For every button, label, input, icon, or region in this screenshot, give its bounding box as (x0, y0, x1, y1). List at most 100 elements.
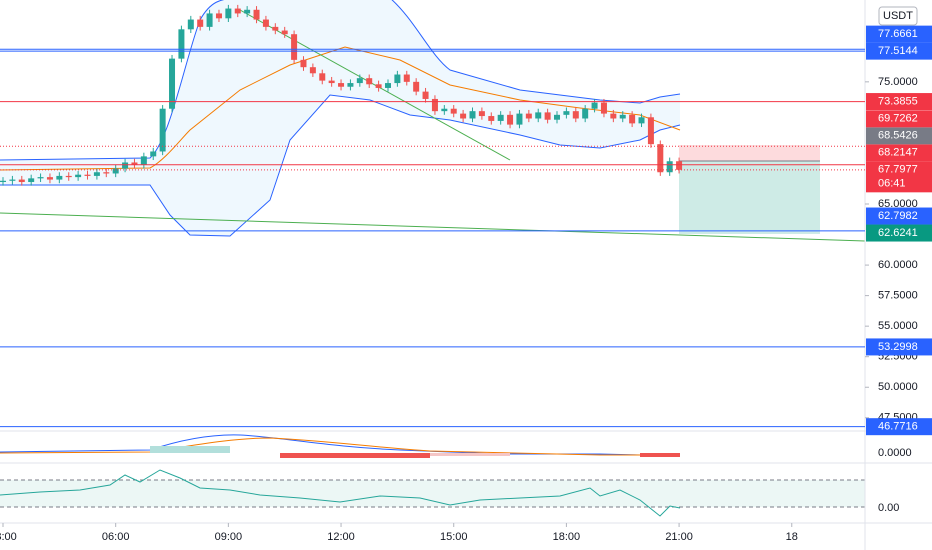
candle-body (140, 156, 147, 165)
y-tick-label: 60.0000 (878, 259, 918, 271)
bollinger-band (0, 0, 680, 236)
x-tick-label: 03:00 (0, 531, 17, 543)
candle-body (629, 114, 636, 124)
candle-body (403, 74, 410, 82)
candle-body (563, 111, 570, 115)
candle-body (460, 113, 467, 119)
candle-body (197, 19, 204, 27)
x-tick-label: 12:00 (327, 531, 355, 543)
price-label: 53.2998 (878, 341, 918, 353)
price-label: 67.7977 (878, 164, 918, 176)
price-label: 68.5426 (878, 130, 918, 142)
candle-body (122, 162, 129, 169)
candle-body (347, 83, 354, 87)
price-label-box (866, 42, 932, 60)
candle-body (478, 111, 485, 117)
price-label: 77.5144 (878, 45, 918, 57)
pane-tick-label: 0.0000 (878, 447, 912, 459)
macd-line (0, 434, 681, 457)
price-label: 77.6661 (878, 28, 918, 40)
price-label: 73.3855 (878, 95, 918, 107)
candle-body (272, 26, 279, 31)
price-label-box (866, 93, 932, 111)
price-label-box (866, 25, 932, 43)
candle-body (394, 74, 401, 84)
candle-body (516, 113, 523, 125)
candle-body (262, 19, 269, 27)
candle-body (507, 114, 514, 125)
candle-body (225, 8, 232, 19)
candle-body (9, 179, 16, 181)
candle-body (431, 98, 438, 112)
candle-body (159, 108, 166, 152)
candle-body (84, 174, 91, 176)
candle-body (441, 108, 448, 112)
candle-body (366, 78, 373, 85)
candle-body (525, 113, 532, 119)
candle-body (187, 19, 194, 30)
candle-body (319, 73, 326, 81)
y-tick-label: 57.5000 (878, 290, 918, 302)
price-label-box (866, 207, 932, 225)
candle-body (215, 13, 222, 19)
candle-body (535, 112, 542, 119)
candle-body (591, 102, 598, 109)
candle-body (56, 175, 63, 180)
position-target (679, 161, 820, 234)
rsi-pane (0, 462, 932, 517)
candle-body (169, 58, 176, 109)
currency-badge (878, 6, 918, 26)
candle-body (0, 180, 7, 183)
candle-body (638, 117, 645, 124)
candle-body (75, 174, 82, 178)
candle-body (572, 111, 579, 119)
trend-line (0, 212, 866, 242)
candle-body (65, 175, 72, 178)
x-tick-label: 15:00 (440, 531, 468, 543)
candle-body (291, 34, 298, 60)
signal-line (0, 437, 680, 456)
indicators (0, 0, 866, 242)
x-tick-label: 21:00 (665, 531, 693, 543)
candle-body (384, 83, 391, 88)
currency-label: USDT (883, 10, 913, 22)
y-tick-label: 75.0000 (878, 76, 918, 88)
price-label: 68.2147 (878, 147, 918, 159)
candle-body (338, 83, 345, 87)
price-label-box (866, 338, 932, 356)
candle-body (328, 80, 335, 84)
candle-body (657, 144, 664, 173)
candle-body (234, 8, 241, 14)
candle-body (488, 116, 495, 121)
candle-body (497, 114, 504, 121)
candle-body (647, 117, 654, 145)
candle-body (150, 151, 157, 157)
position-stop (679, 145, 820, 161)
price-label-box (866, 161, 932, 193)
candle-body (469, 111, 476, 119)
candle-body (676, 161, 683, 170)
y-tick-label: 65.0000 (878, 198, 918, 210)
moving-average (0, 46, 681, 171)
candle-body (375, 84, 382, 88)
candle-body (422, 91, 429, 99)
candle-body (309, 67, 316, 74)
price-label-box (866, 144, 932, 162)
x-tick-label: 18:00 (553, 531, 581, 543)
x-tick-label: 06:00 (102, 531, 130, 543)
candle-body (253, 9, 260, 20)
candle-body (103, 172, 110, 174)
x-tick-label: 09:00 (215, 531, 243, 543)
price-label-box (866, 418, 932, 436)
price-label-box (866, 224, 932, 242)
candle-body (18, 179, 25, 183)
candle-body (281, 30, 288, 35)
candle-body (28, 178, 35, 183)
candle-body (554, 114, 561, 120)
candle-body (37, 177, 44, 179)
pane-tick-label: 0.00 (878, 502, 899, 514)
price-label: 62.6241 (878, 227, 918, 239)
candle-body (206, 13, 213, 27)
candle-body (582, 108, 589, 119)
